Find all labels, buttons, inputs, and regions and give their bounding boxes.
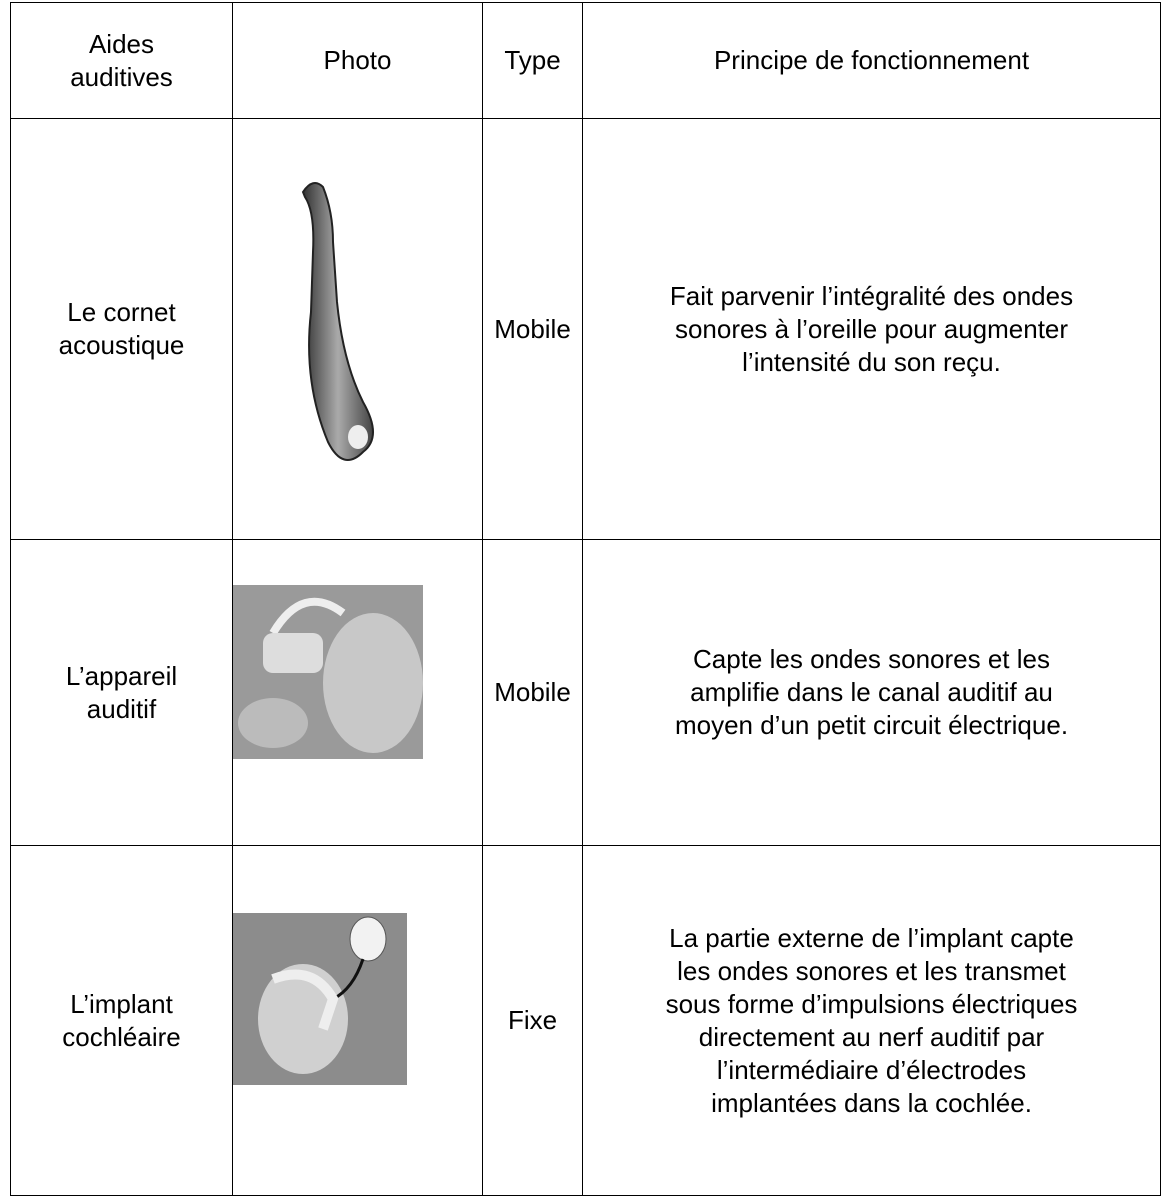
- principle: Fait parvenir l’intégralité des ondes so…: [582, 118, 1161, 540]
- photo-cell: [232, 539, 483, 846]
- header-cell: Type: [482, 2, 583, 119]
- row: L’appareil auditif Mobile Capte les onde…: [10, 539, 1161, 846]
- aid-name: L’implant cochléaire: [10, 845, 233, 1196]
- type: Fixe: [482, 845, 583, 1196]
- aids-table: Aides auditives Photo Type Principe de f…: [10, 2, 1161, 1196]
- header-cell: Aides auditives: [10, 2, 233, 119]
- page: Aides auditives Photo Type Principe de f…: [10, 2, 1161, 1196]
- header-cell: Photo: [232, 2, 483, 119]
- photo-cell: [232, 845, 483, 1196]
- type: Mobile: [482, 118, 583, 540]
- photo-cell: [232, 118, 483, 540]
- principle: Capte les ondes sonores et les amplifie …: [582, 539, 1161, 846]
- header-row: Aides auditives Photo Type Principe de f…: [10, 2, 1161, 119]
- implant-photo: [233, 913, 407, 1085]
- header-cell: Principe de fonctionnement: [582, 2, 1161, 119]
- row: L’implant cochléaire Fixe La partie exte…: [10, 845, 1161, 1196]
- hearing-aid-photo: [233, 585, 423, 759]
- row: Le cornet acoustique Mobile Fait parveni…: [10, 118, 1161, 540]
- cornet-photo: [301, 182, 374, 461]
- principle: La partie externe de l’implant capte les…: [582, 845, 1161, 1196]
- aid-name: Le cornet acoustique: [10, 118, 233, 540]
- type: Mobile: [482, 539, 583, 846]
- aid-name: L’appareil auditif: [10, 539, 233, 846]
